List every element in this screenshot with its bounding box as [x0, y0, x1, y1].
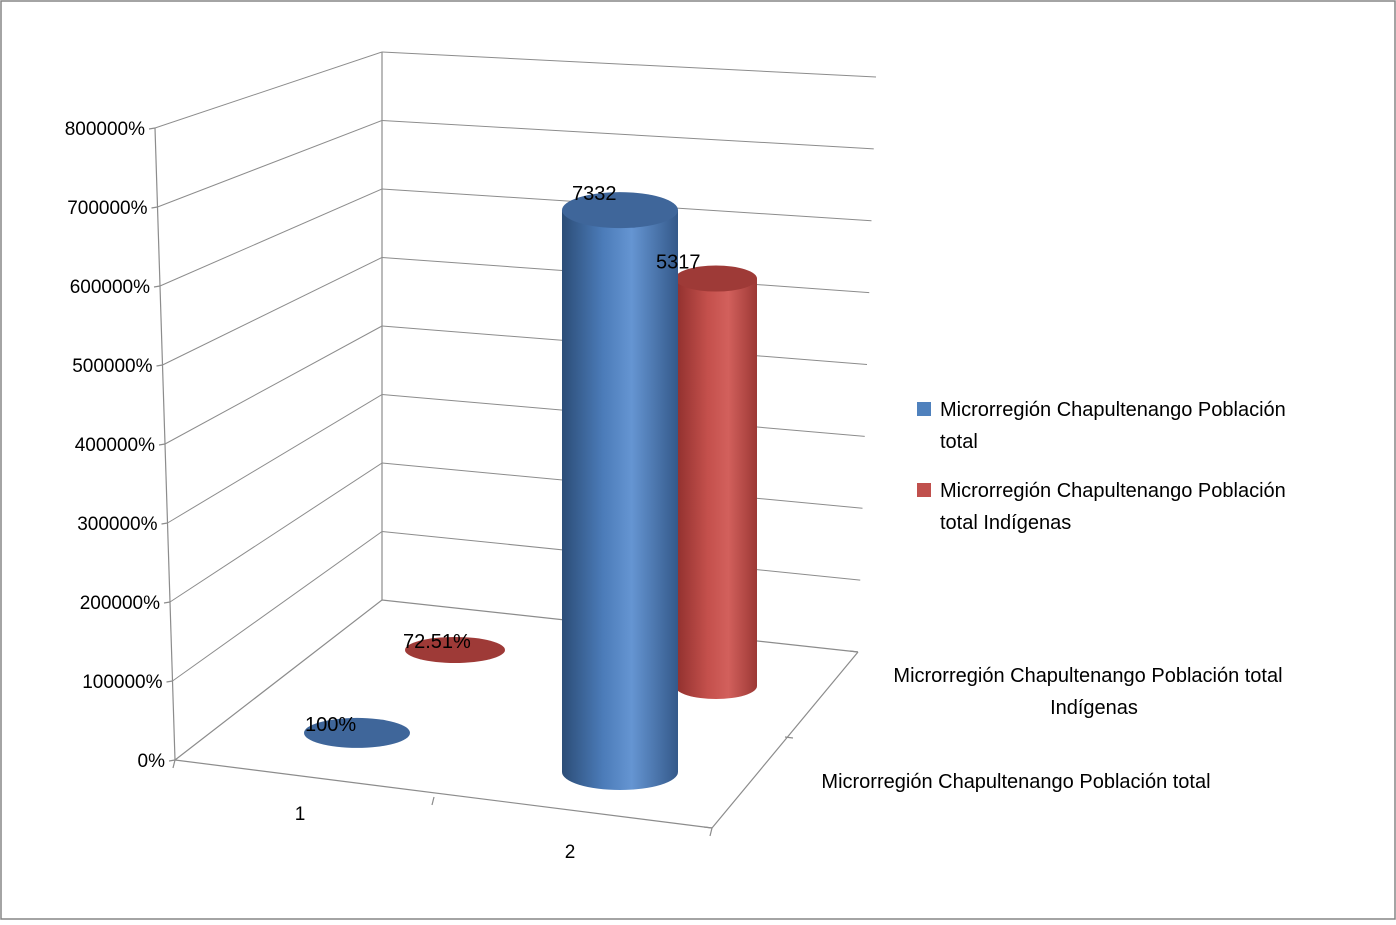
depth-axis-label-front: Microrregión Chapultenango Población tot…	[821, 771, 1210, 793]
depth-axis-label-back-line2: Indígenas	[1050, 697, 1138, 719]
bar-top	[304, 717, 410, 748]
depth-axis-line	[711, 651, 859, 829]
depth-tick-mark	[784, 736, 794, 739]
legend: Microrregión Chapultenango Población tot…	[917, 399, 1286, 534]
y-tick-mark	[158, 443, 166, 446]
depth-tick-mark	[849, 650, 859, 653]
y-tick-label: 200000%	[80, 593, 160, 614]
y-tick-label: 500000%	[72, 356, 152, 377]
y-tick-mark	[156, 364, 163, 367]
bar-top	[405, 636, 505, 663]
bar-body	[675, 278, 757, 699]
depth-axis-label-back: Microrregión Chapultenango Población tot…	[893, 665, 1282, 687]
y-tick-label: 0%	[138, 751, 166, 772]
x-tick-mark	[172, 759, 176, 769]
gridline-back-8000	[381, 51, 877, 78]
bar-body	[562, 210, 678, 791]
data-label: 72.51%	[403, 631, 471, 653]
y-tick-label: 100000%	[82, 672, 162, 693]
gridline-left-6000	[159, 188, 383, 287]
bar-total-cat2	[562, 192, 678, 791]
legend-item-2-line1: Microrregión Chapultenango Población	[940, 480, 1286, 502]
y-tick-mark	[151, 206, 158, 209]
y-tick-label: 800000%	[65, 119, 145, 140]
bar-top	[675, 265, 757, 292]
x-tick-mark	[431, 796, 435, 806]
bar-indigenas-cat1	[405, 636, 505, 663]
x-axis-tick-labels: 12	[295, 804, 576, 863]
bar-indigenas-cat2	[675, 265, 757, 699]
y-tick-mark	[161, 522, 168, 525]
x-axis-line	[174, 759, 713, 829]
legend-item-1-line2: total	[940, 431, 978, 453]
y-tick-mark	[166, 680, 173, 683]
depth-axis-labels: Microrregión Chapultenango Población tot…	[821, 665, 1282, 793]
gridline-left-1000	[172, 531, 383, 682]
x-tick-mark	[709, 827, 713, 837]
gridline-left-4000	[164, 325, 383, 445]
data-label: 100%	[305, 714, 356, 736]
x-tick-label-2: 2	[565, 842, 576, 863]
gridline-left-8000	[154, 51, 383, 129]
bar-top	[562, 192, 678, 229]
gridline-back-7000	[381, 120, 874, 150]
bars	[304, 192, 757, 791]
y-tick-label: 300000%	[77, 514, 157, 535]
y-tick-label: 700000%	[67, 198, 147, 219]
gridline-left-2000	[169, 462, 383, 603]
legend-item-2-line2: total Indígenas	[940, 512, 1071, 534]
gridlines	[148, 51, 877, 762]
depth-tick-mark	[703, 826, 713, 829]
legend-swatch-red	[917, 483, 931, 497]
y-tick-mark	[168, 759, 176, 762]
y-tick-mark	[153, 285, 161, 288]
y-tick-mark	[148, 127, 156, 130]
data-labels: 72.51% 100% 5317 7332	[305, 183, 701, 736]
y-tick-mark	[163, 601, 171, 604]
legend-item-1-line1: Microrregión Chapultenango Población	[940, 399, 1286, 421]
y-axis-tick-labels: 0% 100000% 200000% 300000% 400000% 500000% 600…	[65, 119, 165, 772]
y-tick-label: 600000%	[70, 277, 150, 298]
gridline-left-5000	[162, 257, 383, 366]
y-tick-label: 400000%	[75, 435, 155, 456]
data-label: 7332	[572, 183, 617, 205]
x-tick-label-1: 1	[295, 804, 306, 825]
data-label: 5317	[656, 252, 701, 274]
gridline-left-7000	[157, 120, 383, 208]
gridline-left-3000	[167, 394, 383, 524]
legend-swatch-blue	[917, 402, 931, 416]
bar-total-cat1	[304, 717, 410, 748]
